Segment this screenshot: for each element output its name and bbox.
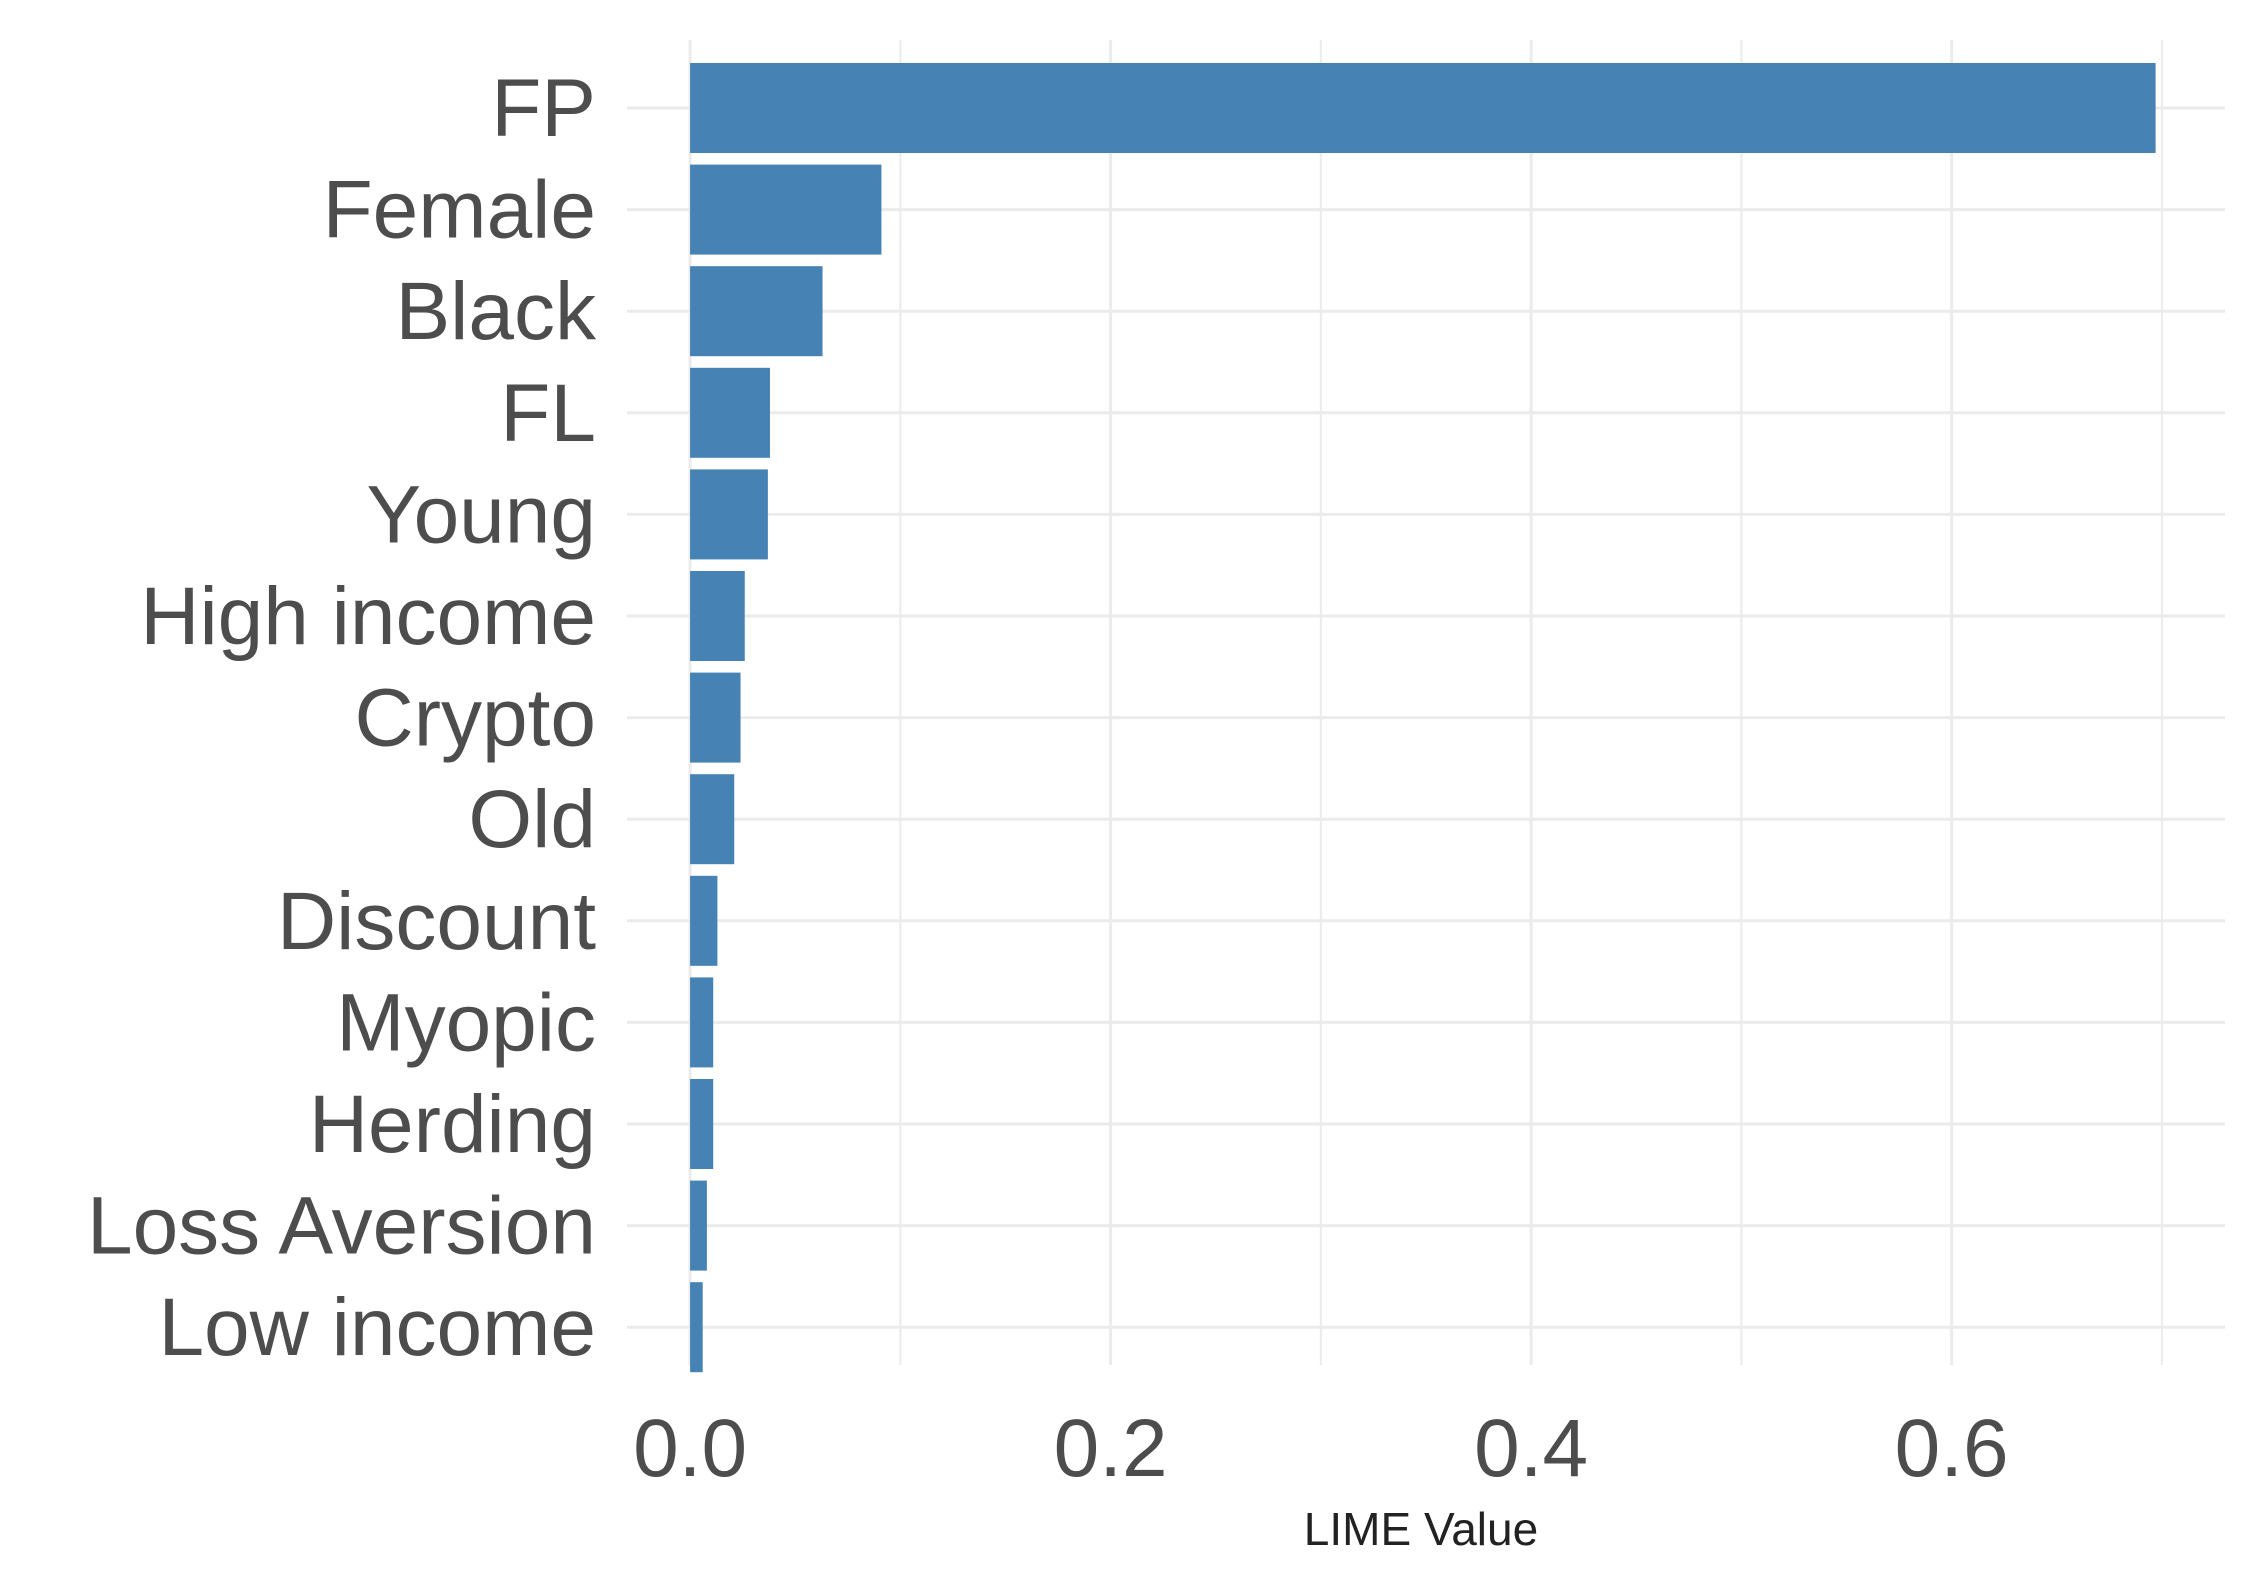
bar: [690, 774, 735, 865]
bar: [690, 875, 718, 966]
bar: [690, 164, 882, 255]
bar: [690, 672, 741, 763]
y-tick-label: Myopic: [336, 977, 596, 1068]
x-tick-label: 0.6: [1895, 1403, 2009, 1494]
bar: [690, 367, 770, 458]
y-tick-label: Old: [468, 774, 596, 865]
bar: [690, 1180, 707, 1271]
y-tick-label: Young: [366, 469, 596, 560]
x-tick-label: 0.2: [1054, 1403, 1168, 1494]
y-tick-label: FP: [491, 63, 596, 154]
bar: [690, 1079, 714, 1169]
grid-layer: [627, 40, 2225, 1365]
category-labels: FP Female Black FL Young High income Crypto Old…: [87, 63, 597, 1373]
y-tick-label: Low income: [158, 1282, 596, 1373]
y-tick-label: Female: [323, 165, 596, 256]
x-axis-title: LIME Value: [1304, 1503, 1538, 1555]
y-tick-label: FL: [500, 368, 596, 459]
bar: [690, 63, 2156, 153]
y-tick-label: Discount: [277, 876, 596, 967]
x-tick-label: 0.4: [1474, 1403, 1588, 1494]
bar: [690, 469, 768, 560]
y-tick-label: High income: [140, 571, 596, 662]
y-tick-label: Herding: [309, 1079, 596, 1170]
bar: [690, 571, 745, 661]
bar: [690, 977, 714, 1068]
y-tick-label: Black: [395, 266, 597, 357]
y-tick-label: Crypto: [354, 673, 596, 764]
x-tick-label: 0.0: [633, 1403, 747, 1494]
bar: [690, 1282, 703, 1373]
bar-layer: [690, 63, 2156, 1373]
bar: [690, 266, 823, 357]
y-tick-label: Loss Aversion: [87, 1181, 596, 1272]
x-tick-labels: 0.0 0.2 0.4 0.6: [633, 1403, 2009, 1494]
